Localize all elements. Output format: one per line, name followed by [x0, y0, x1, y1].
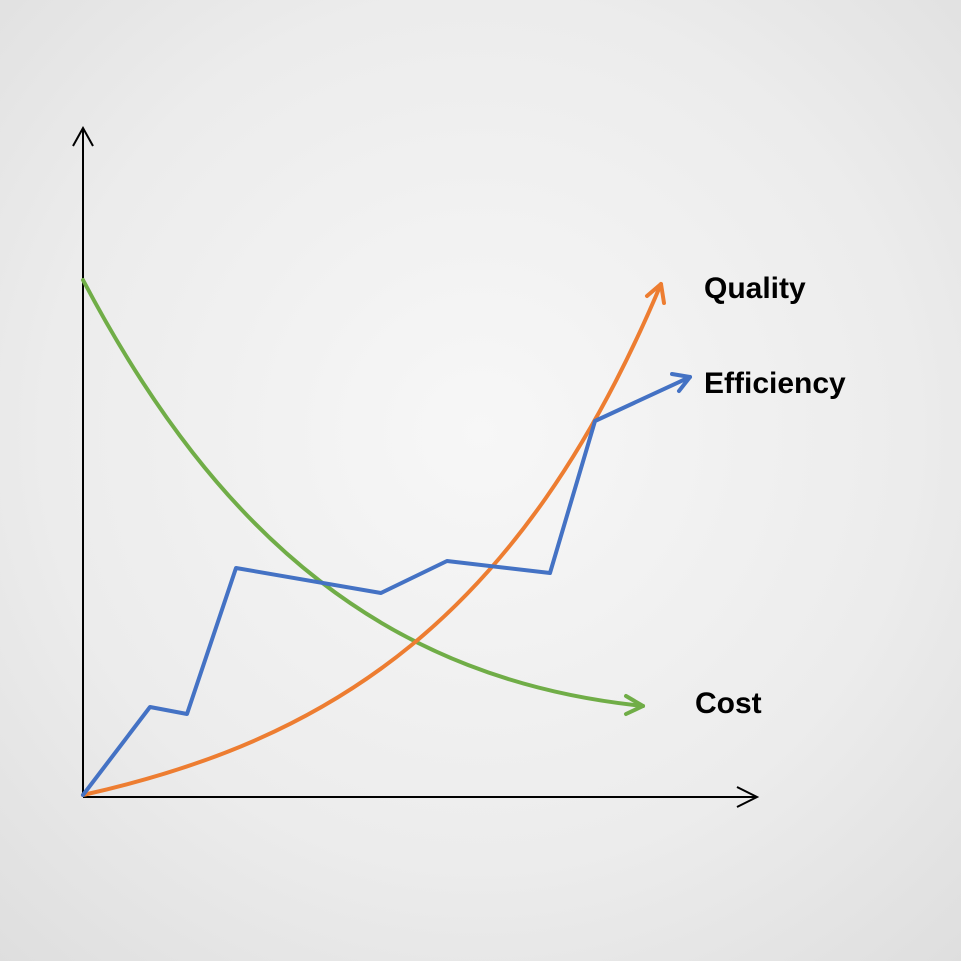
cost-arrow: [624, 694, 645, 716]
quality-curve: [81, 282, 663, 797]
quality-arrow: [645, 282, 666, 305]
x-axis-arrow: [736, 786, 760, 808]
quality-label: Quality: [704, 272, 806, 305]
efficiency-label: Efficiency: [704, 367, 846, 400]
axes: [72, 125, 760, 808]
efficiency-curve: [81, 375, 692, 797]
cost-label: Cost: [695, 687, 762, 720]
y-axis-arrow: [72, 125, 94, 147]
efficiency-arrow: [670, 372, 692, 393]
